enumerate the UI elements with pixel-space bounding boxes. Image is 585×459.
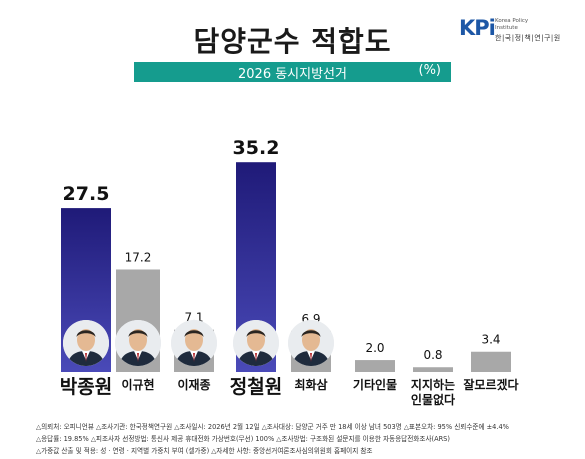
footnote-line: △응답률: 19.85% △피조사자 선정방법: 통신사 제공 휴대전화 가상번…: [36, 435, 450, 443]
chart-subtitle: 2026 동시지방선거: [238, 67, 347, 82]
category-label-1: 박종원: [59, 376, 113, 398]
footnote-line: △의뢰처: 오피니언뷰 △조사기관: 한국정책연구원 △조사일시: 2026년 …: [36, 423, 509, 431]
person-icon: [171, 320, 217, 366]
value-label-7: 0.8: [423, 348, 442, 362]
survey-footnotes: △의뢰처: 오피니언뷰 △조사기관: 한국정책연구원 △조사일시: 2026년 …: [36, 421, 576, 457]
footnote-line: △가중값 산출 및 적용: 성 · 연령 · 지역별 가중치 부여 (셀가중) …: [36, 447, 373, 455]
value-label-1: 27.5: [63, 183, 110, 205]
bar-6: [355, 360, 395, 372]
subtitle-bar: 2026 동시지방선거 (%): [134, 62, 451, 82]
logo-mark-text: KPi: [459, 16, 496, 40]
bar-8: [471, 351, 511, 372]
kpi-logo: KPi Korea Policy Institute 한|국|정|책|연|구|원: [459, 16, 569, 46]
category-label-4: 정철원: [229, 376, 283, 398]
category-label-6: 기타인물: [352, 378, 398, 392]
category-label-7: 지지하는 인물없다: [410, 378, 456, 407]
candidate-photo-1: [63, 320, 109, 366]
category-label-3: 이재종: [177, 378, 211, 392]
bar-7: [413, 367, 453, 372]
logo-mark: KPi: [459, 16, 496, 40]
value-label-8: 3.4: [481, 333, 500, 347]
chart-title: 담양군수 적합도: [193, 25, 392, 58]
unit-label: (%): [418, 63, 442, 78]
value-label-4: 35.2: [233, 137, 280, 159]
category-label-2: 이규현: [121, 378, 155, 392]
logo-english-name: Korea Policy Institute: [495, 18, 529, 31]
value-label-6: 2.0: [365, 341, 384, 355]
person-icon: [115, 320, 161, 366]
candidate-photo-5: [288, 320, 334, 366]
person-icon: [288, 320, 334, 366]
person-icon: [63, 320, 109, 366]
category-label-8: 잘모르겠다: [463, 378, 519, 392]
category-label-5: 최화삼: [294, 378, 328, 392]
value-label-2: 17.2: [125, 250, 152, 264]
candidate-photo-3: [171, 320, 217, 366]
person-icon: [233, 320, 279, 366]
candidate-photo-4: [233, 320, 279, 366]
logo-korean-name: 한|국|정|책|연|구|원: [495, 34, 561, 42]
candidate-photo-2: [115, 320, 161, 366]
